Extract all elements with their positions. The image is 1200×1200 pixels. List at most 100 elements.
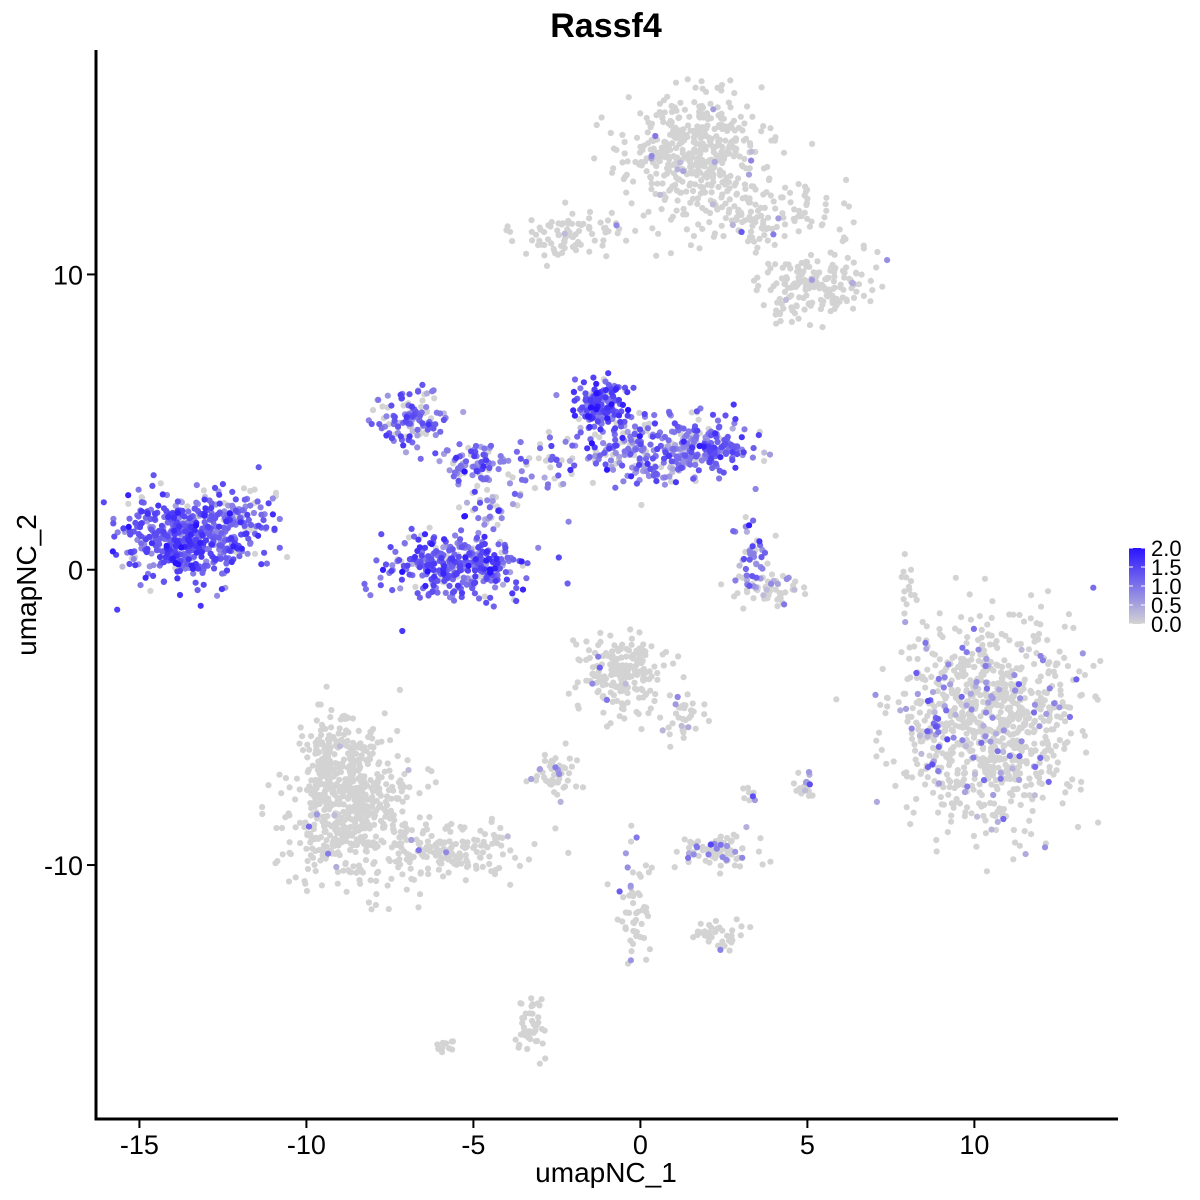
cell-point xyxy=(630,663,638,671)
cell-point xyxy=(736,863,744,870)
cell-point-expressing xyxy=(739,854,746,861)
cell-point xyxy=(403,886,410,893)
cell-point-expressing xyxy=(624,389,631,396)
cell-point xyxy=(1021,828,1028,835)
cell-point-expressing xyxy=(722,450,730,457)
cell-point xyxy=(564,220,572,227)
cell-point xyxy=(399,871,406,878)
cell-point xyxy=(737,932,744,939)
cell-point xyxy=(747,208,755,215)
cell-point xyxy=(1069,776,1076,783)
cell-point xyxy=(718,194,725,201)
cell-point-expressing xyxy=(396,557,403,564)
cell-point xyxy=(498,842,505,849)
cell-point xyxy=(723,174,730,181)
cell-point xyxy=(374,843,381,850)
cell-point xyxy=(410,876,418,883)
cell-point-expressing xyxy=(138,520,145,527)
cell-point-expressing xyxy=(602,461,609,468)
cell-point xyxy=(1028,831,1035,838)
cell-point xyxy=(760,302,767,309)
cell-point xyxy=(666,731,673,738)
cell-point xyxy=(586,208,594,216)
cell-point-expressing xyxy=(405,767,412,774)
cell-point xyxy=(653,170,660,177)
cell-point-expressing xyxy=(636,461,643,468)
cell-point xyxy=(735,175,742,182)
cell-point-expressing xyxy=(748,157,755,164)
cell-point-expressing xyxy=(461,468,468,475)
cell-point-expressing xyxy=(226,510,233,517)
cell-point xyxy=(777,318,784,325)
cell-point-expressing xyxy=(440,416,447,424)
cell-point-expressing xyxy=(963,649,970,656)
cell-point-expressing xyxy=(1051,700,1058,707)
cell-point-expressing xyxy=(952,711,959,718)
cell-point xyxy=(651,697,658,705)
cell-point xyxy=(481,593,488,600)
cell-point xyxy=(820,298,827,305)
cell-point xyxy=(869,287,876,294)
cell-point xyxy=(687,838,694,846)
cell-point-expressing xyxy=(685,850,693,857)
cell-point xyxy=(850,219,857,226)
cell-point xyxy=(543,262,551,269)
cell-point-expressing xyxy=(696,443,703,450)
cell-point xyxy=(456,504,463,511)
cell-point-expressing xyxy=(613,222,620,229)
cell-point-expressing xyxy=(388,435,395,442)
cell-point xyxy=(667,146,674,153)
cell-point xyxy=(377,817,385,825)
cell-point xyxy=(357,813,364,821)
cell-point-expressing xyxy=(218,542,225,549)
cell-point-expressing xyxy=(487,442,495,449)
cell-point xyxy=(963,681,970,688)
cell-point xyxy=(438,855,445,862)
cell-point xyxy=(947,778,954,785)
cell-point xyxy=(727,104,734,111)
cell-point xyxy=(240,485,248,492)
cell-point xyxy=(939,750,946,757)
cell-point-expressing xyxy=(719,854,726,861)
cell-point xyxy=(795,769,802,776)
cell-point-expressing xyxy=(678,722,685,730)
cell-point-expressing xyxy=(963,702,970,709)
cell-point xyxy=(378,837,385,844)
cell-point xyxy=(690,233,698,240)
cell-point xyxy=(693,155,700,162)
cell-point-expressing xyxy=(486,464,493,472)
cell-point-expressing xyxy=(717,454,724,461)
cell-point-expressing xyxy=(377,574,384,581)
cell-point-expressing xyxy=(916,732,924,739)
cell-point-expressing xyxy=(243,530,250,537)
cell-point-expressing xyxy=(506,480,514,487)
cell-point xyxy=(748,228,755,235)
cell-point-expressing xyxy=(688,444,696,451)
cell-point xyxy=(1057,687,1064,694)
cell-point-expressing xyxy=(475,529,482,537)
cell-point xyxy=(801,306,808,313)
cell-point xyxy=(673,848,680,855)
cell-point-expressing xyxy=(457,536,464,543)
cell-point xyxy=(1064,663,1071,670)
cell-point xyxy=(554,791,561,798)
cell-point-expressing xyxy=(872,691,879,699)
cell-point xyxy=(572,231,579,238)
cell-point xyxy=(700,114,707,121)
cell-point-expressing xyxy=(1056,704,1063,711)
cell-point xyxy=(592,431,599,438)
cell-point xyxy=(821,214,828,221)
cell-point-expressing xyxy=(755,432,762,439)
cell-point xyxy=(462,877,469,884)
cell-point xyxy=(966,711,973,718)
cell-point xyxy=(1010,611,1017,618)
cell-point xyxy=(706,859,713,866)
cell-point xyxy=(390,812,397,819)
cell-point xyxy=(879,283,886,290)
cell-point-expressing xyxy=(591,423,598,430)
cell-point-expressing xyxy=(746,522,753,529)
cell-point xyxy=(340,867,347,874)
cell-point xyxy=(340,731,347,738)
cell-point xyxy=(1002,761,1009,769)
cell-point xyxy=(645,140,652,147)
